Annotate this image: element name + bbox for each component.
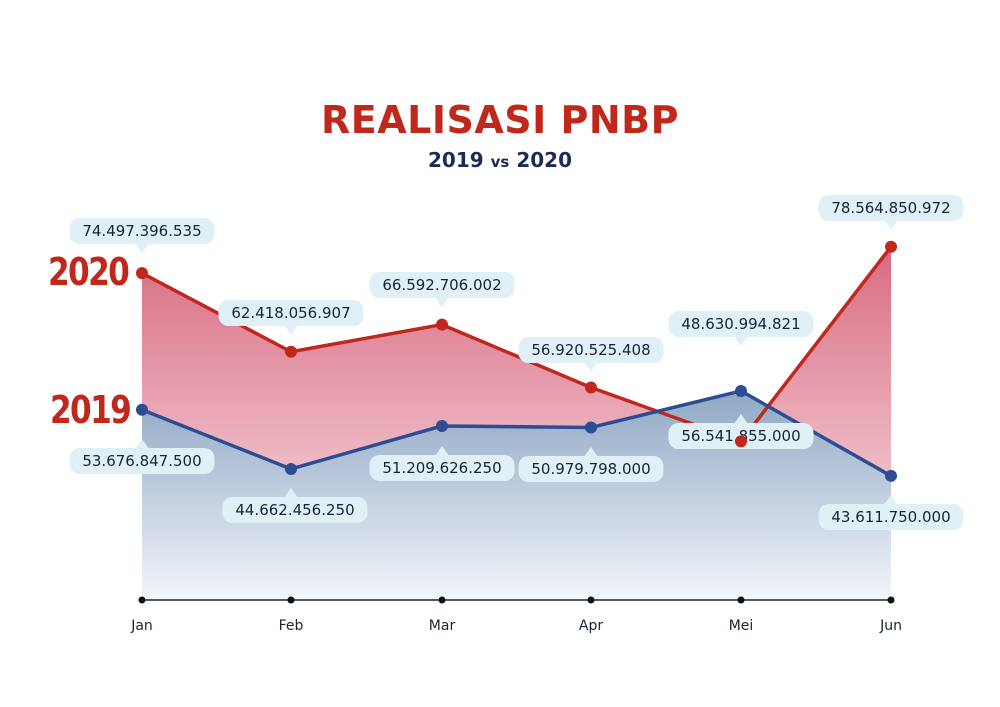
data-label-2020-apr-pointer (584, 362, 598, 372)
data-label-2019-mar-text: 51.209.626.250 (382, 459, 501, 477)
data-label-2019-jun-text: 43.611.750.000 (831, 508, 950, 526)
x-tick-label-jan: Jan (130, 618, 153, 634)
data-label-2019-apr-bg (518, 456, 664, 482)
point-2020-mar (436, 318, 448, 331)
data-label-2020-jan: 74.497.396.535 (69, 218, 215, 253)
data-label-2020-mar-text: 66.592.706.002 (382, 276, 501, 294)
point-2020-jan (136, 267, 148, 280)
point-2020-apr (585, 381, 597, 394)
data-label-2020-jun: 78.564.850.972 (818, 195, 964, 230)
data-label-2019-apr-pointer (584, 447, 598, 457)
data-label-2020-feb: 62.418.056.907 (218, 300, 364, 335)
line-2019 (141, 389, 892, 478)
data-label-2019-jun: 43.611.750.000 (818, 495, 964, 530)
point-2019-feb (285, 462, 297, 475)
data-label-2019-jan-text: 53.676.847.500 (82, 452, 201, 470)
series-label-2019: 2019 (50, 388, 132, 432)
x-tick-jun (887, 596, 895, 604)
data-label-2020-jun-text: 78.564.850.972 (831, 199, 950, 217)
x-tick-apr (587, 596, 595, 604)
data-label-2019-jan: 53.676.847.500 (69, 439, 215, 474)
data-label-2020-mei-text: 48.630.994.821 (681, 315, 800, 333)
data-label-2019-jan-pointer (135, 439, 149, 449)
x-tick-label-mar: Mar (429, 618, 456, 634)
point-2020-jun (885, 240, 897, 253)
subtitle-vs: vs (490, 153, 510, 171)
data-label-2019-mar-pointer (435, 446, 449, 456)
data-label-2019-jan-bg (69, 448, 215, 474)
point-2019-jan (136, 403, 148, 416)
data-label-2020-feb-text: 62.418.056.907 (231, 304, 350, 322)
point-2019-jun (885, 469, 897, 482)
data-label-2020-feb-pointer (284, 325, 298, 335)
data-label-2020-apr-bg (518, 337, 664, 363)
data-label-2019-feb-bg (222, 497, 368, 523)
data-label-2019-apr: 50.979.798.000 (518, 447, 664, 482)
data-label-2019-jun-pointer (884, 495, 898, 505)
data-label-2020-jan-bg (69, 218, 215, 244)
data-label-2019-feb: 44.662.456.250 (222, 488, 368, 523)
x-tick-label-mei: Mei (729, 618, 754, 634)
data-label-2020-mei-bg (668, 311, 814, 337)
data-label-2020-jan-pointer (135, 243, 149, 253)
chart-title: REALISASI PNBP (321, 98, 679, 142)
point-2020-mei (735, 435, 747, 448)
data-label-2019-mar-bg (369, 455, 515, 481)
data-label-2020-jun-pointer (884, 220, 898, 230)
x-tick-label-jun: Jun (879, 618, 902, 634)
data-label-2020-mar-bg (369, 272, 515, 298)
data-label-2019-mei-pointer (734, 414, 748, 424)
line-2020 (141, 245, 893, 444)
data-label-2020-jun-bg (818, 195, 964, 221)
x-tick-jan (138, 596, 146, 604)
chart-subtitle: 2019 vs 2020 (0, 148, 1000, 172)
point-2020-feb (285, 345, 297, 358)
data-label-2019-apr-text: 50.979.798.000 (531, 460, 650, 478)
subtitle-year-b: 2020 (516, 148, 572, 172)
point-2019-mar (436, 419, 448, 432)
data-label-2020-apr-text: 56.920.525.408 (531, 341, 650, 359)
data-label-2020-jan-text: 74.497.396.535 (82, 222, 201, 240)
data-label-2020-mei: 48.630.994.821 (668, 311, 814, 346)
subtitle-year-a: 2019 (428, 148, 484, 172)
x-tick-mei (737, 596, 745, 604)
x-tick-feb (287, 596, 295, 604)
data-label-2020-feb-bg (218, 300, 364, 326)
data-label-2020-mar: 66.592.706.002 (369, 272, 515, 307)
data-label-2020-mar-pointer (435, 297, 449, 307)
point-2019-mei (735, 384, 747, 397)
x-tick-label-apr: Apr (579, 618, 603, 634)
x-tick-label-feb: Feb (279, 618, 304, 634)
x-tick-mar (438, 596, 446, 604)
data-label-2019-feb-pointer (284, 488, 298, 498)
data-label-2019-feb-text: 44.662.456.250 (235, 501, 354, 519)
point-2019-apr (585, 421, 597, 434)
data-label-2019-jun-bg (818, 504, 964, 530)
data-label-2019-mar: 51.209.626.250 (369, 446, 515, 481)
data-label-2020-apr: 56.920.525.408 (518, 337, 664, 372)
series-label-2020: 2020 (48, 250, 130, 294)
data-label-2020-mei-pointer (734, 336, 748, 346)
